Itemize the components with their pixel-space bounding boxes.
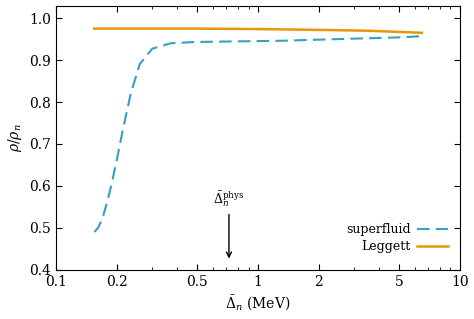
X-axis label: $\bar{\Delta}_n$ (MeV): $\bar{\Delta}_n$ (MeV) (225, 294, 291, 314)
Y-axis label: $\rho/\rho_n$: $\rho/\rho_n$ (6, 123, 24, 152)
Legend: superfluid, Leggett: superfluid, Leggett (341, 219, 454, 258)
Text: $\bar{\Delta}_n^{\mathrm{phys}}$: $\bar{\Delta}_n^{\mathrm{phys}}$ (213, 189, 245, 257)
